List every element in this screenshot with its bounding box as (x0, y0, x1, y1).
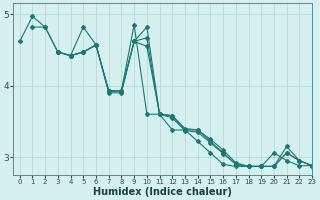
X-axis label: Humidex (Indice chaleur): Humidex (Indice chaleur) (93, 187, 232, 197)
